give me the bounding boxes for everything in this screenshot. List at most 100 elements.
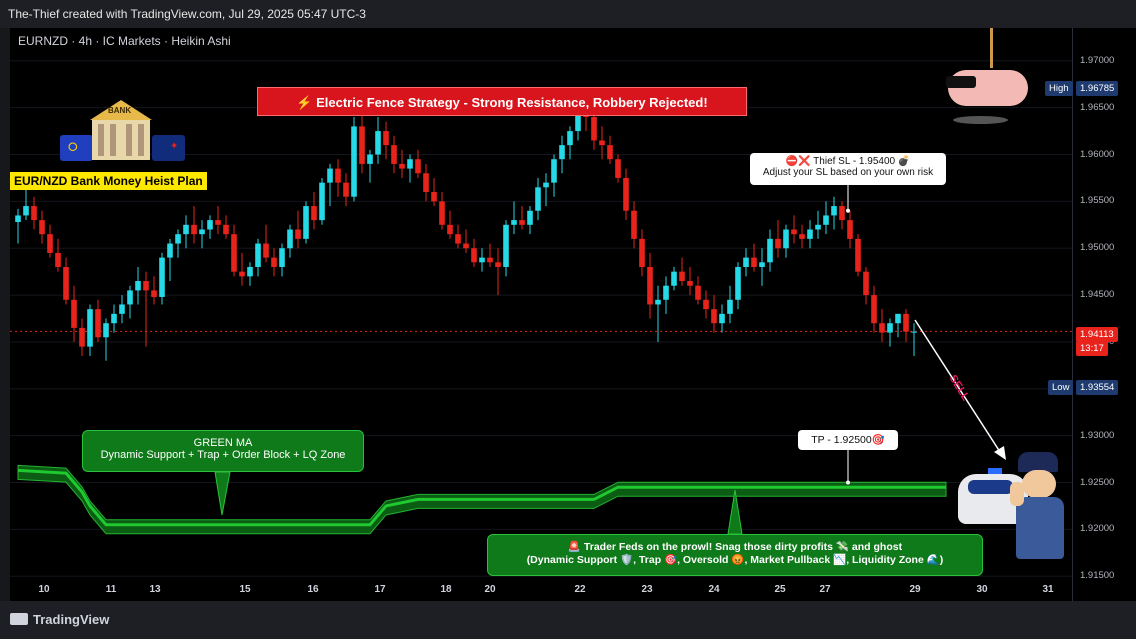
candle-body <box>799 234 805 239</box>
candle-body <box>599 140 605 146</box>
thief-illustration <box>918 28 1043 128</box>
candle-body <box>159 257 165 297</box>
candle-body <box>807 229 813 239</box>
candle-body <box>103 323 109 338</box>
price-tick-label: 1.96500 <box>1080 101 1115 113</box>
candle-body <box>351 126 357 197</box>
green-ma-title: GREEN MA <box>193 437 253 449</box>
candle-body <box>175 234 181 244</box>
candle-body <box>143 281 149 291</box>
candle-body <box>311 206 317 221</box>
candle-body <box>279 248 285 267</box>
candle-body <box>543 182 549 188</box>
tradingview-logo[interactable]: TradingView <box>10 612 109 627</box>
candle-body <box>775 238 781 249</box>
candle-body <box>839 206 845 221</box>
candle-body <box>815 224 821 230</box>
candle-body <box>167 243 173 258</box>
candle-body <box>127 290 133 305</box>
candle-body <box>39 220 45 235</box>
time-tick-label: 15 <box>239 584 251 595</box>
high-price: 1.96785 <box>1076 81 1119 96</box>
candle-body <box>415 159 421 174</box>
candle-body <box>287 229 293 249</box>
candle-body <box>23 206 29 216</box>
candle-body <box>783 229 789 249</box>
candle-body <box>439 201 445 225</box>
price-tick-label: 1.95000 <box>1080 242 1115 254</box>
candle-body <box>407 159 413 169</box>
candle-body <box>727 299 733 314</box>
candle-body <box>151 290 157 297</box>
candle-body <box>639 238 645 267</box>
price-tick-label: 1.92500 <box>1080 476 1115 488</box>
candle-body <box>431 192 437 202</box>
candle-body <box>791 229 797 235</box>
candle-body <box>903 313 909 332</box>
candle-body <box>295 229 301 239</box>
candle-body <box>335 168 341 183</box>
candle-body <box>743 257 749 267</box>
candle-body <box>327 168 333 183</box>
candle-body <box>575 102 581 132</box>
take-profit-callout: TP - 1.92500🎯 <box>798 430 898 450</box>
candle-body <box>423 173 429 193</box>
candle-body <box>767 238 773 263</box>
candle-body <box>71 299 77 328</box>
feds-line1: 🚨 Trader Feds on the prowl! Snag those d… <box>567 541 903 553</box>
candle-body <box>111 313 117 324</box>
candle-body <box>887 323 893 333</box>
candle-body <box>271 257 277 267</box>
price-axis[interactable] <box>1072 28 1136 601</box>
candle-body <box>567 131 573 146</box>
candle-body <box>671 271 677 286</box>
bank-label: BANK <box>108 106 132 115</box>
candle-body <box>551 159 557 183</box>
candle-body <box>559 145 565 160</box>
candle-body <box>239 271 245 277</box>
low-tag: Low <box>1048 380 1074 395</box>
candle-body <box>647 266 653 305</box>
candle-body <box>199 229 205 235</box>
candle-body <box>911 331 917 333</box>
time-tick-label: 10 <box>38 584 50 595</box>
candle-body <box>455 234 461 244</box>
price-tick-label: 1.93000 <box>1080 429 1115 441</box>
candle-body <box>15 215 21 222</box>
time-tick-label: 29 <box>909 584 921 595</box>
time-axis[interactable] <box>10 580 1072 601</box>
symbol-info: EURNZD · 4h · IC Markets · Heikin Ashi <box>18 34 231 48</box>
candle-body <box>215 220 221 225</box>
time-tick-label: 30 <box>976 584 988 595</box>
price-tick-label: 1.96000 <box>1080 148 1115 160</box>
candle-body <box>383 131 389 146</box>
candle-body <box>695 285 701 300</box>
time-tick-label: 17 <box>374 584 386 595</box>
candle-body <box>591 117 597 141</box>
candle-body <box>503 224 509 267</box>
candle-body <box>895 313 901 324</box>
candle-body <box>831 206 837 216</box>
police-illustration <box>958 452 1073 567</box>
candle-body <box>759 262 765 267</box>
candle-body <box>495 262 501 267</box>
candle-body <box>359 126 365 164</box>
candle-body <box>447 224 453 235</box>
green-ma-desc: Dynamic Support + Trap + Order Block + L… <box>100 449 346 461</box>
candle-body <box>607 145 613 160</box>
candle-body <box>95 309 101 338</box>
candle-body <box>655 299 661 305</box>
candle-body <box>119 304 125 314</box>
eu-flag-icon: ⭘ <box>60 135 93 161</box>
green-ma-callout: GREEN MA Dynamic Support + Trap + Order … <box>82 430 364 472</box>
nz-flag-icon: ✦ <box>152 135 185 161</box>
bank-icon: BANK <box>90 100 152 164</box>
candle-body <box>231 234 237 272</box>
candle-body <box>191 224 197 235</box>
time-tick-label: 20 <box>484 584 496 595</box>
candle-body <box>343 182 349 197</box>
candle-body <box>79 327 85 347</box>
candle-body <box>479 257 485 263</box>
candle-body <box>223 224 229 235</box>
